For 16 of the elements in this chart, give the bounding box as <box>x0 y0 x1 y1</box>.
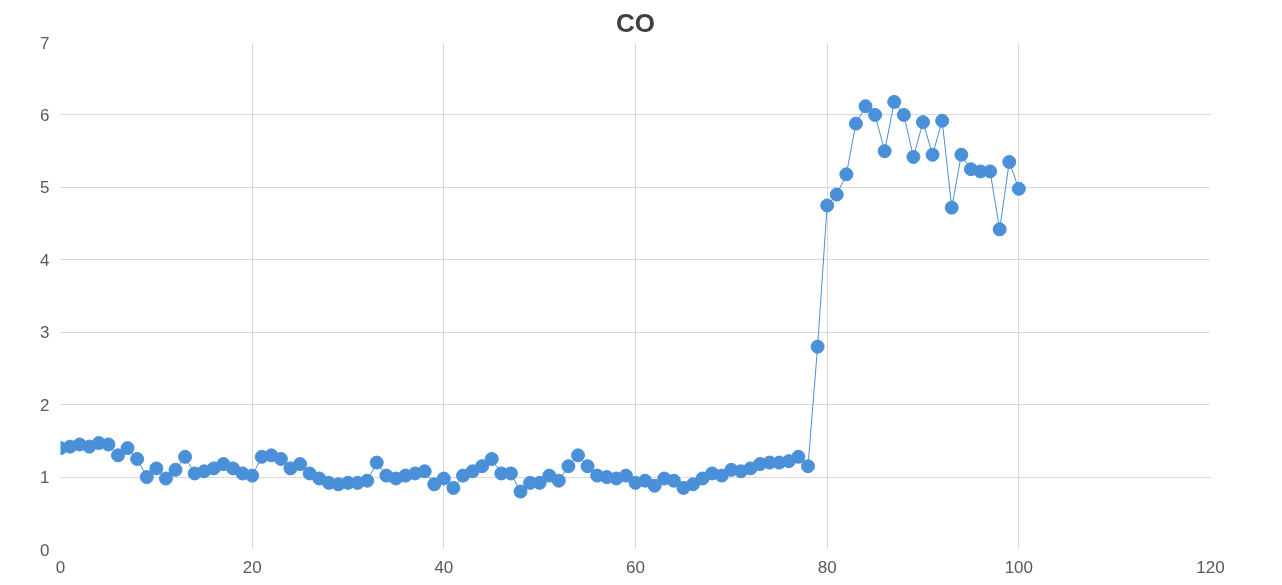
x-tick-label: 60 <box>626 557 645 577</box>
y-tick-label: 6 <box>40 105 50 125</box>
y-tick-label: 0 <box>40 540 50 560</box>
x-tick-label: 120 <box>1196 557 1225 577</box>
x-tick-label: 100 <box>1004 557 1034 577</box>
y-tick-label: 3 <box>40 323 50 343</box>
y-tick-label: 5 <box>40 178 50 198</box>
x-tick-label: 80 <box>817 557 837 577</box>
y-tick-label: 7 <box>40 33 50 53</box>
x-tick-label: 40 <box>434 557 454 577</box>
x-tick-label: 0 <box>55 557 66 577</box>
x-tick-label: 20 <box>242 557 262 577</box>
y-tick-label: 2 <box>40 395 50 415</box>
y-tick-label: 4 <box>40 250 50 270</box>
y-tick-label: 1 <box>40 468 50 488</box>
chart-title: CO <box>616 7 655 38</box>
